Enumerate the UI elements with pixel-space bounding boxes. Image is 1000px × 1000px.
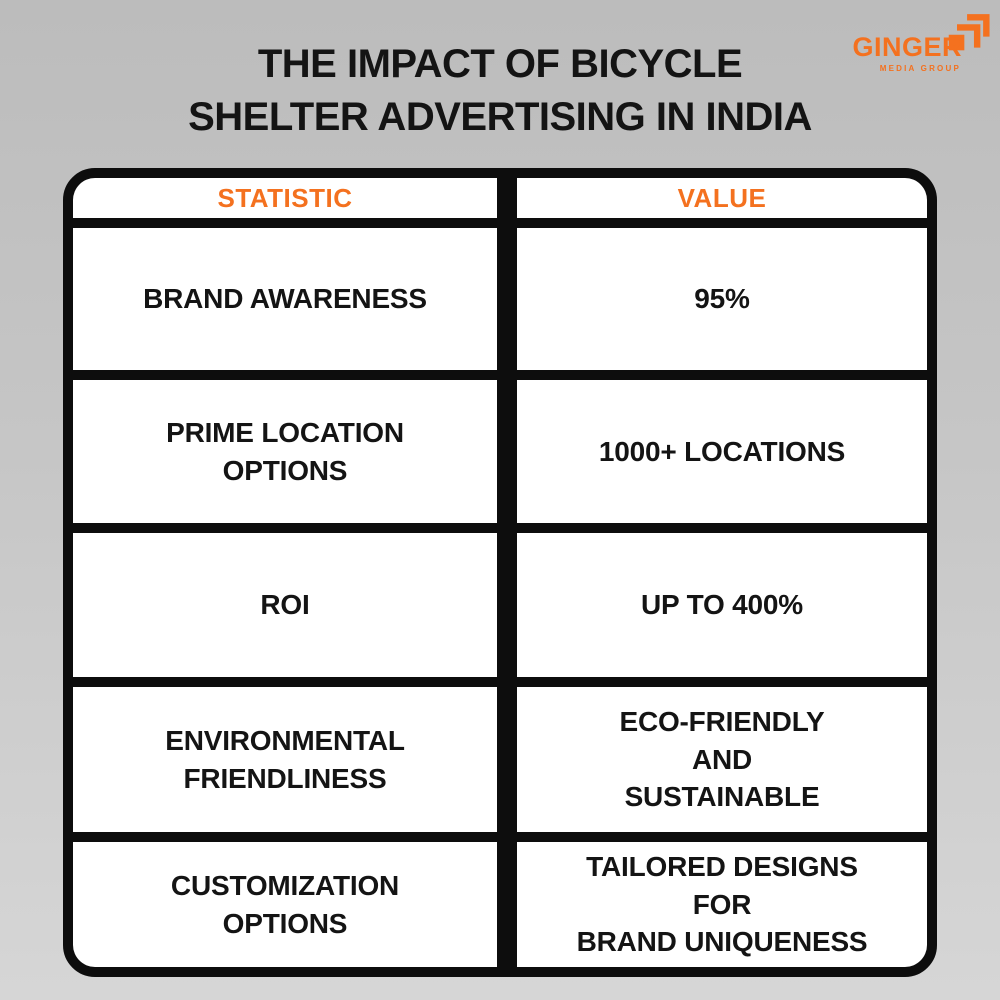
table-cell-statistic-roi: ROI <box>73 533 497 677</box>
table-cell-value-brand-awareness: 95% <box>517 228 927 370</box>
brand-logo: GINGER MEDIA GROUP <box>812 8 992 80</box>
table-cell-value-roi: UP TO 400% <box>517 533 927 677</box>
statistics-table: STATISTIC VALUE BRAND AWARENESS 95% PRIM… <box>63 168 937 977</box>
table-cell-statistic-brand-awareness: BRAND AWARENESS <box>73 228 497 370</box>
column-header-statistic: STATISTIC <box>73 178 497 218</box>
nested-corners-icon <box>946 10 990 54</box>
page-title-line-2: SHELTER ADVERTISING IN INDIA <box>188 94 812 139</box>
table-cell-value-environmental: ECO-FRIENDLY AND SUSTAINABLE <box>517 687 927 832</box>
logo-brand-name: GINGER <box>852 32 962 62</box>
table-cell-value-prime-locations: 1000+ LOCATIONS <box>517 380 927 523</box>
page-title: THE IMPACT OF BICYCLE SHELTER ADVERTISIN… <box>0 38 1000 144</box>
column-header-value: VALUE <box>517 178 927 218</box>
table-cell-value-customization: TAILORED DESIGNS FOR BRAND UNIQUENESS <box>517 842 927 967</box>
logo-tagline: MEDIA GROUP <box>879 64 961 73</box>
table-cell-statistic-prime-locations: PRIME LOCATION OPTIONS <box>73 380 497 523</box>
table-cell-statistic-environmental: ENVIRONMENTAL FRIENDLINESS <box>73 687 497 832</box>
table-cell-statistic-customization: CUSTOMIZATION OPTIONS <box>73 842 497 967</box>
page-title-line-1: THE IMPACT OF BICYCLE <box>257 42 743 86</box>
